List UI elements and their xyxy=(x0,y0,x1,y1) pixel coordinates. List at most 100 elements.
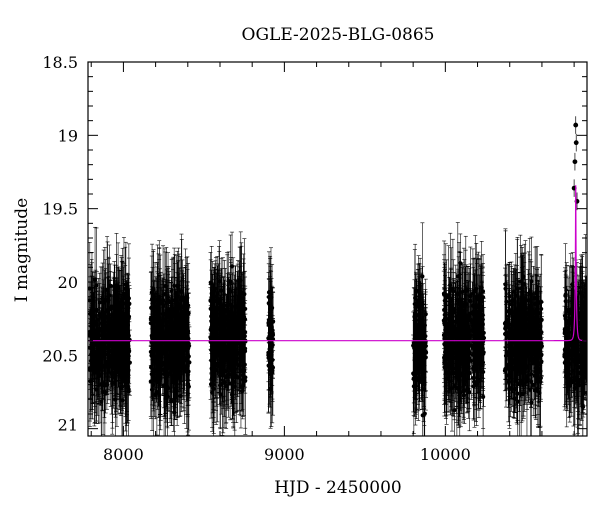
data-point xyxy=(98,314,103,319)
data-point xyxy=(185,334,190,339)
data-point xyxy=(222,380,227,385)
data-point xyxy=(268,386,273,391)
data-point xyxy=(232,324,237,329)
data-point xyxy=(95,357,100,362)
data-point xyxy=(104,382,110,388)
data-point xyxy=(112,343,117,348)
data-point xyxy=(225,303,230,308)
data-points-layer xyxy=(88,116,587,436)
data-point xyxy=(172,298,177,303)
data-point xyxy=(220,361,225,366)
data-point xyxy=(242,368,247,373)
data-point xyxy=(231,311,236,316)
data-point xyxy=(109,371,114,376)
data-point xyxy=(101,299,106,304)
data-point xyxy=(218,392,223,397)
data-point xyxy=(208,280,213,285)
data-point xyxy=(107,324,112,329)
data-point xyxy=(90,350,95,356)
data-point xyxy=(162,344,167,350)
data-point xyxy=(103,352,108,357)
data-point xyxy=(118,329,123,334)
data-point xyxy=(127,301,132,306)
data-point xyxy=(237,284,243,289)
data-point xyxy=(101,335,106,340)
data-point xyxy=(102,390,107,395)
data-point xyxy=(115,357,121,362)
data-point xyxy=(181,314,186,320)
data-point xyxy=(163,283,168,289)
data-point xyxy=(157,381,162,386)
data-point xyxy=(105,297,110,302)
data-point xyxy=(267,340,272,345)
data-point xyxy=(169,367,174,372)
data-point xyxy=(235,375,241,380)
data-point xyxy=(269,325,274,330)
data-point xyxy=(165,328,170,333)
data-point xyxy=(215,322,220,327)
data-point xyxy=(88,345,93,350)
data-point xyxy=(266,294,271,300)
data-point xyxy=(229,264,235,269)
data-point xyxy=(175,349,180,355)
data-point xyxy=(103,319,108,325)
data-point xyxy=(150,352,155,357)
data-point xyxy=(150,318,155,323)
data-point xyxy=(118,385,124,390)
data-point xyxy=(126,306,131,311)
data-point xyxy=(160,298,166,303)
data-point xyxy=(113,397,118,402)
data-point xyxy=(88,358,94,363)
data-point xyxy=(94,322,99,327)
data-point xyxy=(230,334,235,339)
data-point xyxy=(184,345,189,351)
data-point xyxy=(239,327,244,332)
data-point xyxy=(233,304,238,309)
data-point xyxy=(157,299,162,304)
data-point xyxy=(220,306,225,312)
data-point xyxy=(172,335,177,341)
data-point xyxy=(211,386,216,391)
data-point xyxy=(178,355,183,360)
data-point xyxy=(218,335,223,340)
data-point xyxy=(208,335,213,340)
data-point xyxy=(182,358,187,364)
data-point xyxy=(116,343,121,349)
data-point xyxy=(243,306,248,311)
data-point xyxy=(238,320,243,325)
data-point xyxy=(158,366,163,371)
data-point xyxy=(164,364,169,369)
data-point xyxy=(126,368,131,373)
data-point xyxy=(121,333,126,339)
data-point xyxy=(242,334,247,339)
data-point xyxy=(124,311,129,316)
data-point xyxy=(111,306,116,311)
data-point xyxy=(184,323,189,328)
chart-title: OGLE-2025-BLG-0865 xyxy=(242,25,435,45)
data-point xyxy=(105,340,111,345)
data-point xyxy=(175,283,180,288)
data-point xyxy=(226,324,232,329)
data-point xyxy=(91,343,96,348)
data-point xyxy=(216,350,221,355)
data-point xyxy=(125,329,130,335)
data-point xyxy=(155,315,160,320)
data-point xyxy=(179,342,184,347)
data-point xyxy=(223,331,228,336)
data-point xyxy=(96,349,101,354)
data-point xyxy=(120,367,126,372)
data-point xyxy=(179,289,184,294)
data-point xyxy=(152,331,157,336)
data-point xyxy=(185,361,190,366)
data-point xyxy=(115,285,121,291)
data-point xyxy=(101,311,106,316)
data-point xyxy=(159,355,164,360)
data-point xyxy=(167,357,172,362)
data-point xyxy=(169,288,174,293)
data-point xyxy=(168,361,173,366)
data-point xyxy=(172,410,177,415)
data-point xyxy=(211,324,217,329)
data-point xyxy=(232,379,237,384)
data-point xyxy=(266,355,271,361)
